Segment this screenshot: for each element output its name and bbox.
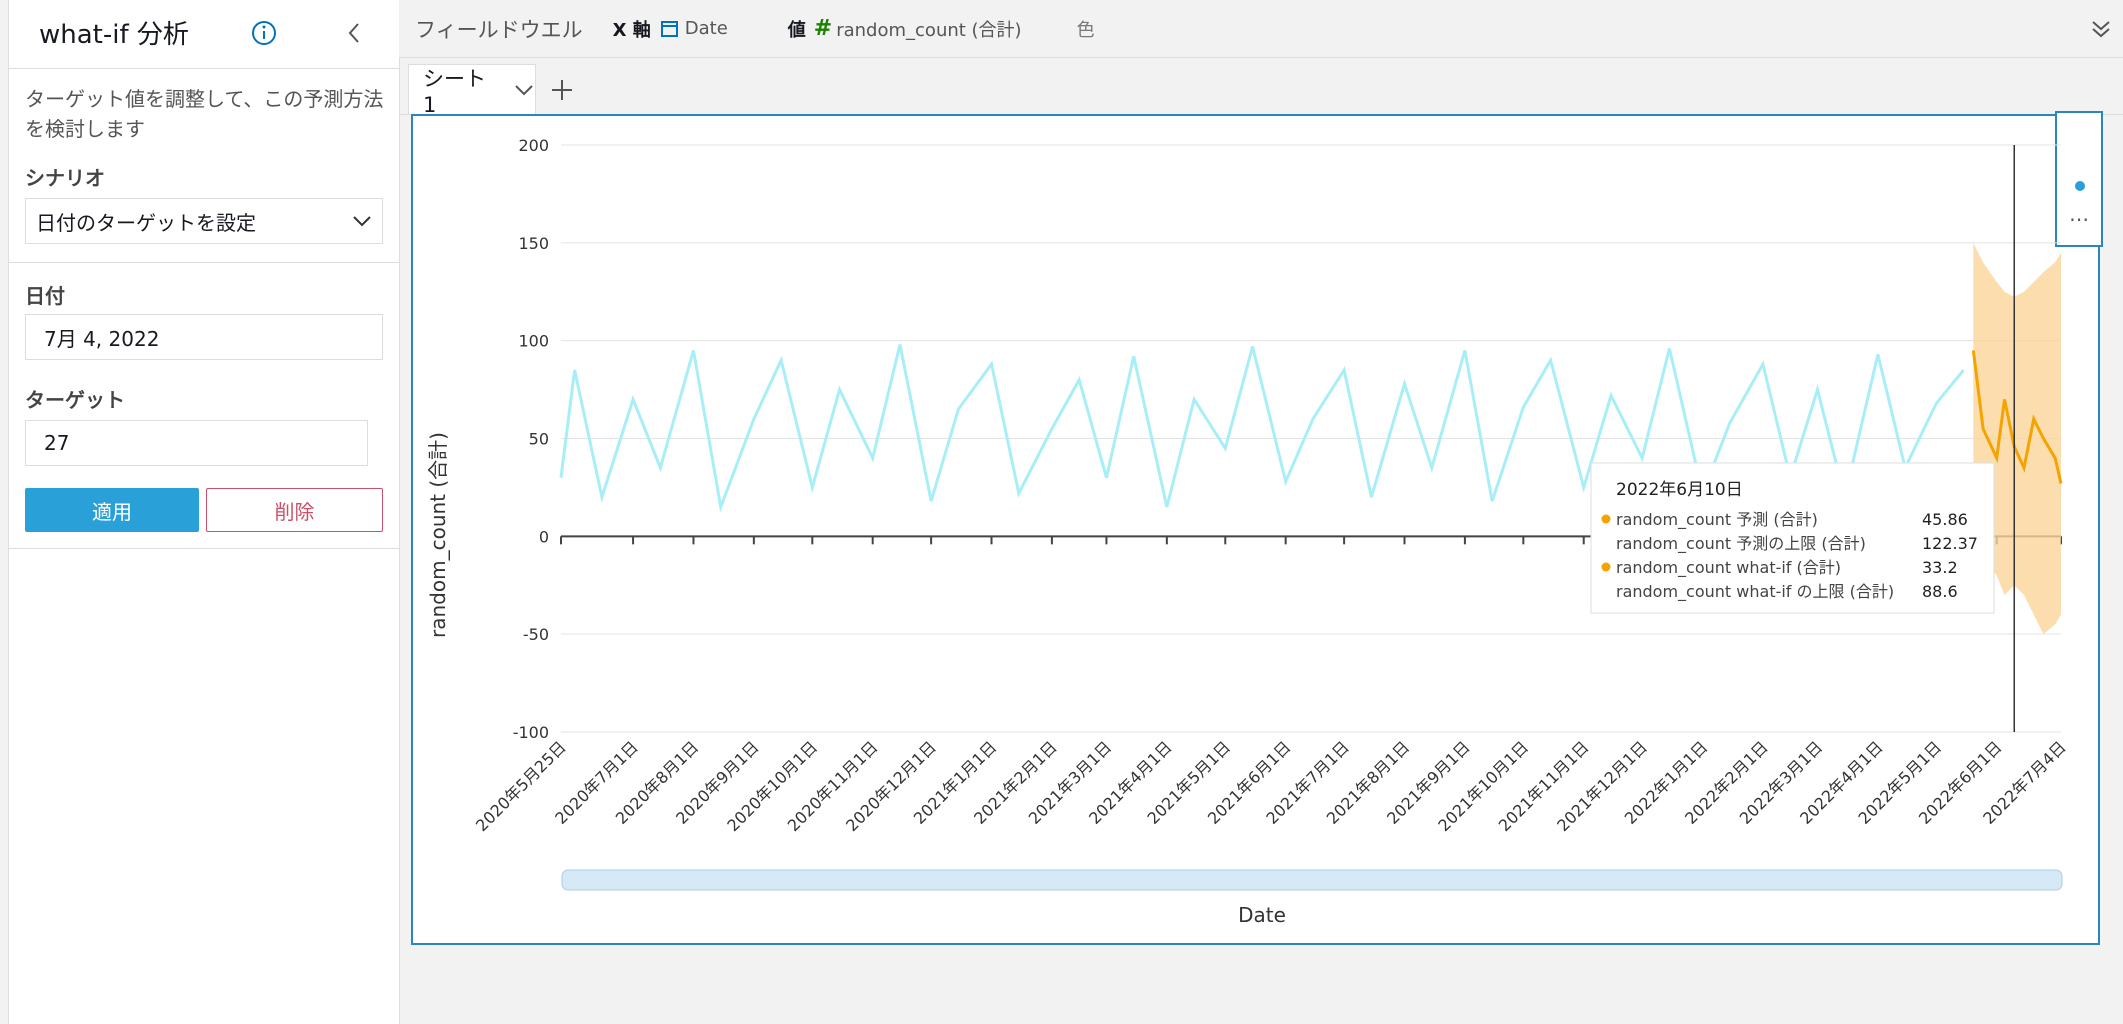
target-input[interactable]: 27 (25, 420, 368, 466)
tooltip-value: 45.86 (1922, 510, 1968, 529)
tooltip-box (1590, 462, 1995, 614)
sheet-name: シート 1 (423, 67, 486, 117)
y-tick-label: 50 (529, 430, 549, 449)
y-axis-title: random_count (合計) (426, 432, 450, 638)
info-icon[interactable] (249, 18, 279, 48)
panel-description: ターゲット値を調整して、この予測方法を検討します (25, 87, 384, 141)
measure-icon: # (813, 16, 833, 41)
tooltip-title: 2022年6月10日 (1616, 480, 1743, 500)
scenario-label: シナリオ (25, 166, 105, 190)
y-tick-label: 150 (518, 234, 549, 253)
forecast-band (1973, 242, 2061, 635)
scrollbar[interactable] (561, 869, 2063, 891)
y-tick-label: 200 (518, 136, 549, 155)
color-label: 色 (1076, 19, 1095, 41)
target-value: 27 (44, 431, 70, 455)
tooltip-label: random_count what-if (合計) (1616, 558, 1841, 578)
y-tick-label: -100 (513, 723, 549, 742)
field-well-title: フィールドウエル (415, 17, 583, 42)
apply-button[interactable]: 適用 (25, 488, 199, 532)
what-if-panel: what-if 分析 ターゲット値を調整して、この予測方法を検討します シナリオ… (8, 0, 400, 1024)
calendar-icon (660, 20, 678, 37)
expand-icon[interactable] (2087, 14, 2115, 42)
date-value: 7月 4, 2022 (44, 326, 160, 351)
tooltip-value: 122.37 (1922, 534, 1978, 553)
tab-menu-icon (514, 85, 533, 96)
insight-icon[interactable] (2075, 181, 2085, 191)
tooltip-value: 88.6 (1922, 582, 1958, 601)
tooltip-label: random_count 予測 (合計) (1616, 510, 1818, 530)
scenario-select[interactable]: 日付のターゲットを設定 (25, 198, 383, 244)
value-field[interactable]: random_count (合計) (836, 19, 1022, 41)
more-icon[interactable]: ⋯ (2069, 207, 2089, 231)
date-label: 日付 (25, 284, 65, 308)
value-label: 値 (787, 19, 806, 41)
field-well: フィールドウエル X 軸 Date 値 # random_count (合計) … (399, 0, 2123, 58)
tooltip-label: random_count 予測の上限 (合計) (1616, 534, 1866, 554)
tooltip: 2022年6月10日 random_count 予測 (合計) 45.86 rando… (1590, 145, 2015, 732)
tooltip-dot (1601, 514, 1611, 524)
y-tick-label: 100 (518, 332, 549, 351)
series-line (559, 344, 1965, 513)
collapse-icon[interactable] (339, 18, 369, 48)
delete-button[interactable]: 削除 (206, 488, 383, 532)
visual-toolbar (2055, 111, 2103, 247)
panel-title: what-if 分析 (39, 20, 189, 50)
scenario-value: 日付のターゲットを設定 (36, 210, 256, 235)
y-tick-label: -50 (523, 625, 549, 644)
series-line (1971, 350, 2063, 484)
tooltip-label: random_count what-if の上限 (合計) (1616, 582, 1894, 602)
sheet-tab[interactable]: シート 1 (408, 64, 536, 117)
x-axis-label: X 軸 (612, 19, 651, 41)
tooltip-value: 33.2 (1922, 558, 1958, 577)
date-input[interactable]: 7月 4, 2022 (25, 314, 383, 360)
x-axis-title[interactable]: Date (1238, 903, 1286, 927)
y-tick-label: 0 (539, 527, 549, 546)
target-label: ターゲット (25, 388, 125, 412)
add-sheet-icon[interactable] (548, 76, 576, 104)
tooltip-dot (1601, 562, 1611, 572)
dropdown-icon (353, 216, 371, 227)
x-field[interactable]: Date (684, 18, 728, 39)
